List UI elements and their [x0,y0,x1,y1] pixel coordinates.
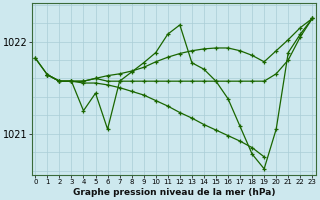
X-axis label: Graphe pression niveau de la mer (hPa): Graphe pression niveau de la mer (hPa) [73,188,275,197]
